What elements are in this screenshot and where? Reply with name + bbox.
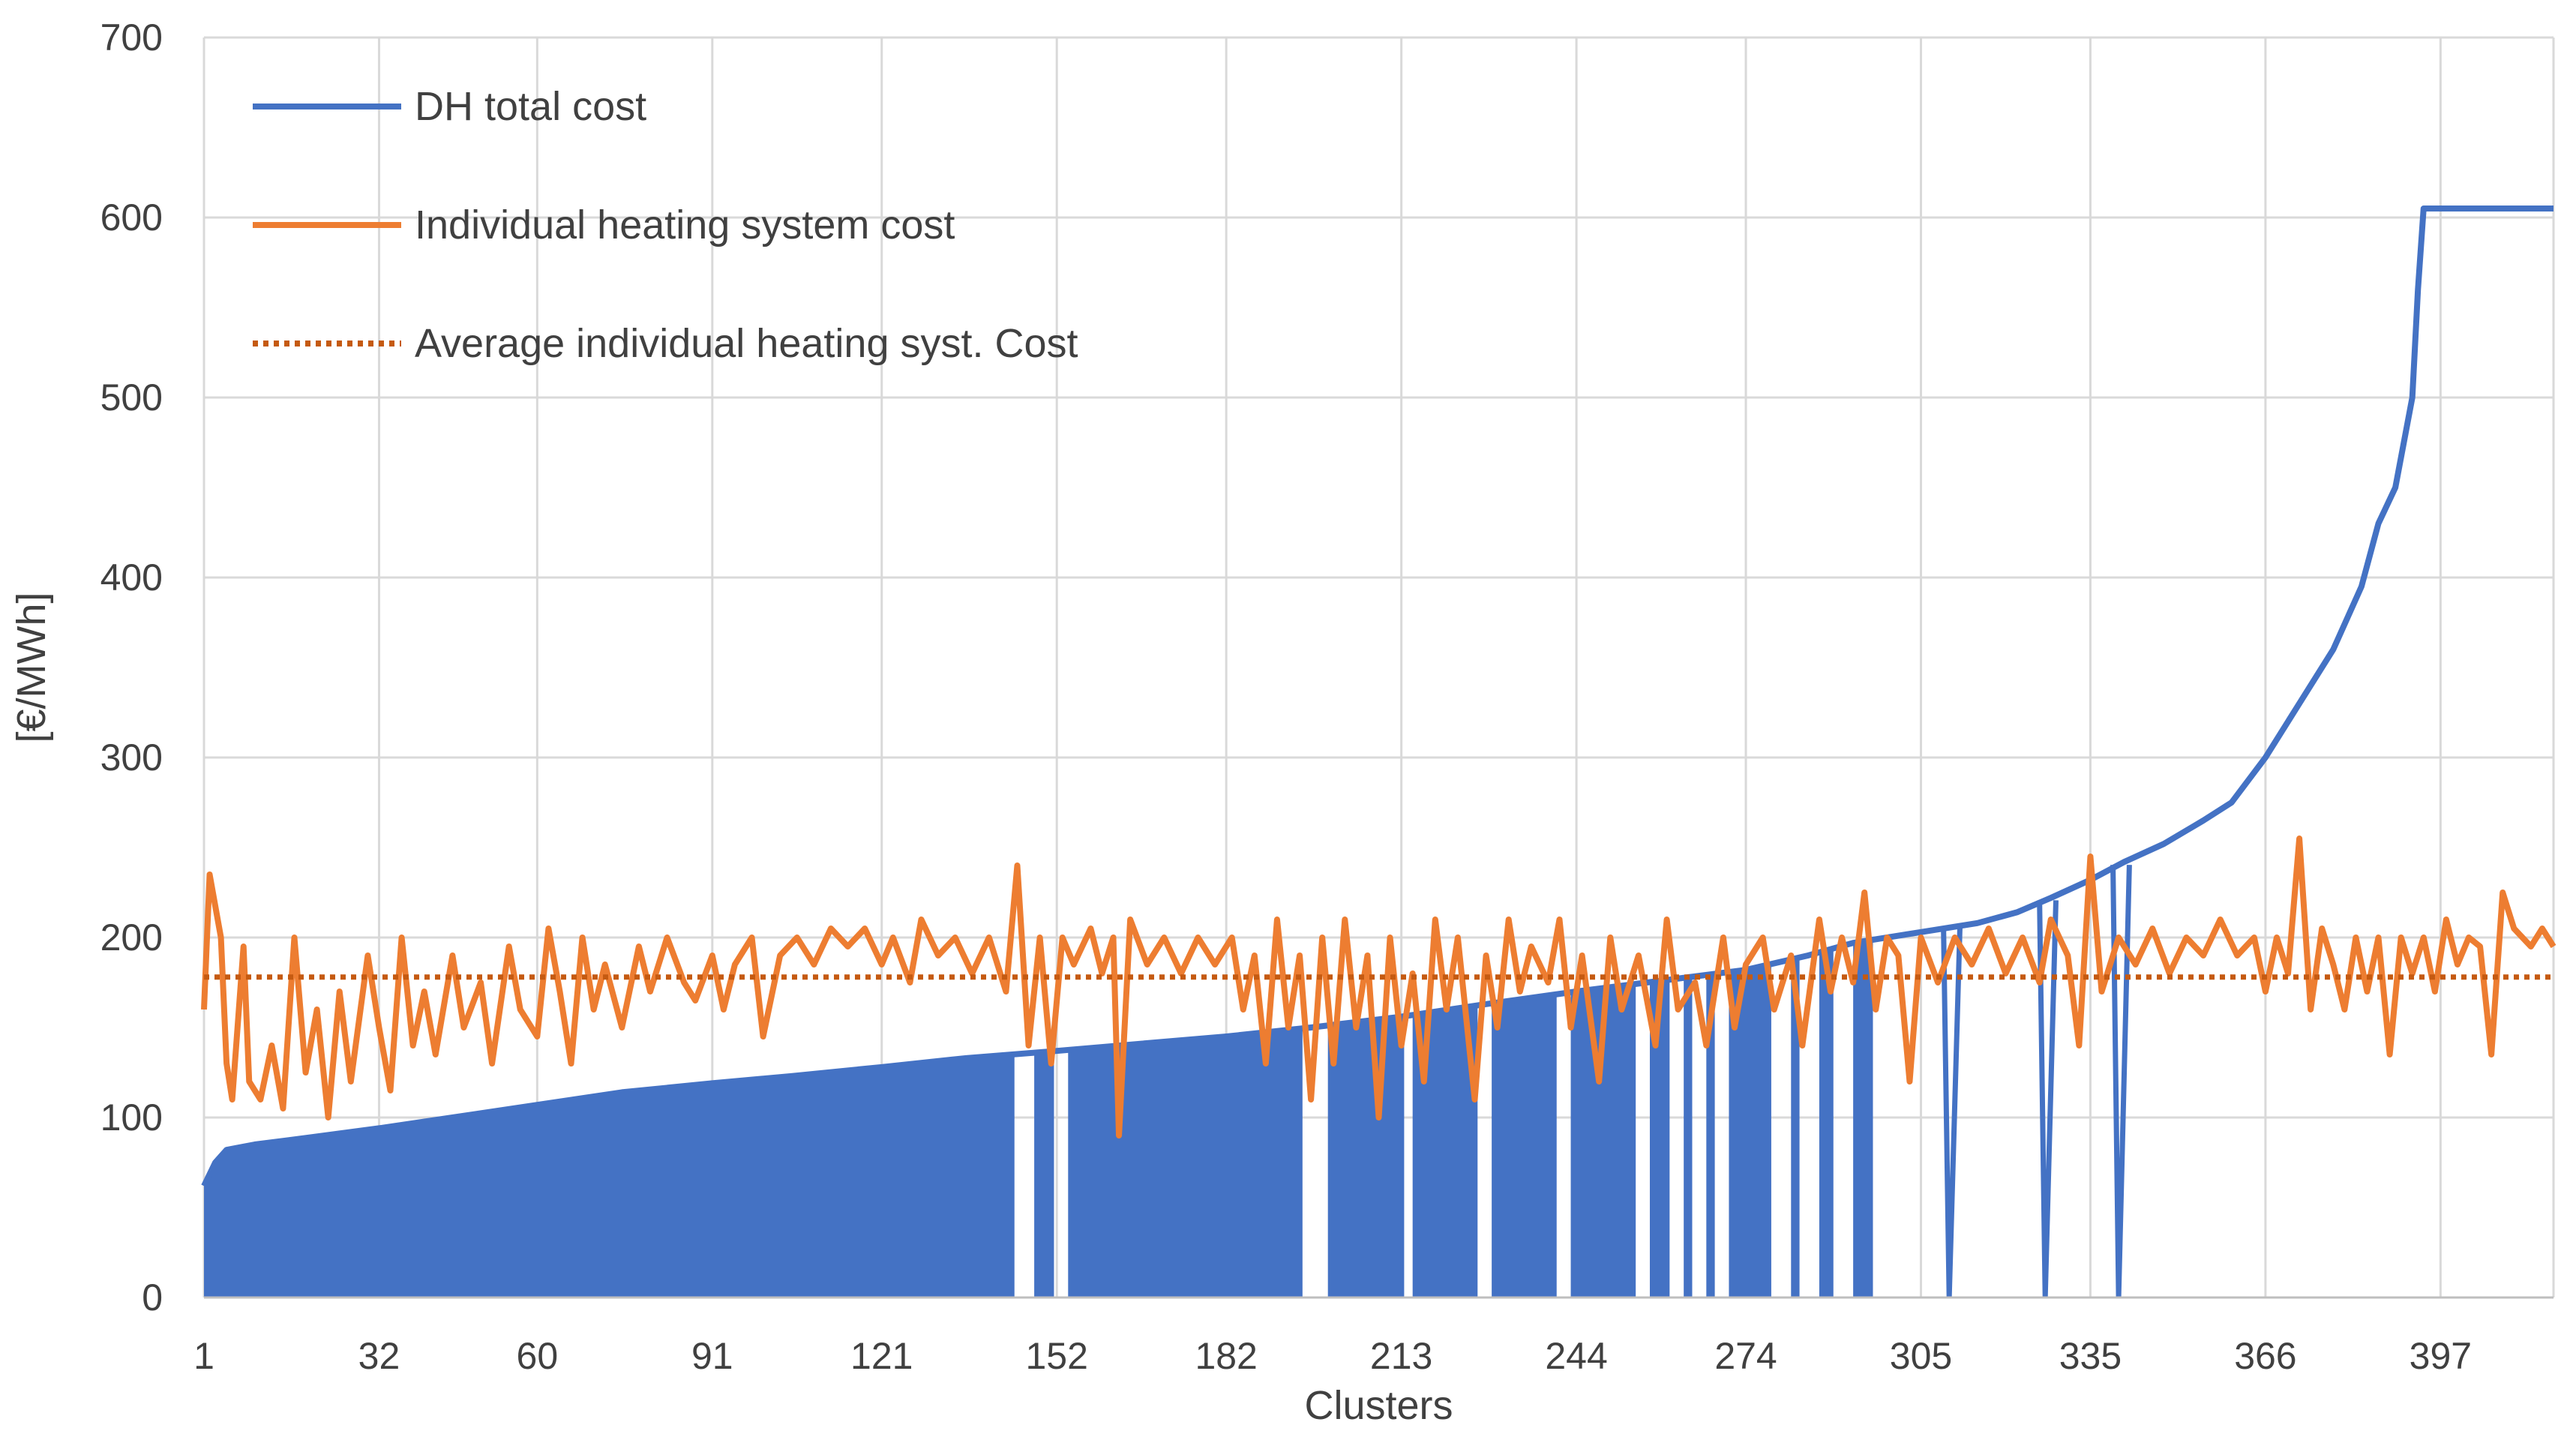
dh-area-segment	[1819, 948, 1834, 1298]
dh-area-segment	[1650, 980, 1670, 1298]
x-tick-label: 32	[358, 1335, 400, 1377]
x-tick-label: 182	[1195, 1335, 1257, 1377]
legend-average-cost-label: Average individual heating syst. Cost	[415, 321, 1078, 366]
dh-dropout-line	[2110, 865, 2132, 1298]
dh-area-segment	[1853, 940, 1873, 1298]
x-tick-label: 121	[850, 1335, 913, 1377]
y-tick-label: 100	[100, 1096, 163, 1138]
legend: DH total cost Individual heating system c…	[253, 84, 1078, 366]
legend-dh-total-cost-label: DH total cost	[415, 84, 646, 129]
dh-area-segment	[1729, 964, 1771, 1298]
series-lines	[201, 206, 2557, 1187]
x-tick-label: 305	[1890, 1335, 1952, 1377]
dh-area-segment	[1327, 1016, 1405, 1298]
dh-area-group	[204, 865, 2132, 1298]
dh-area-segment	[1684, 976, 1693, 1298]
dh-area-segment	[1034, 1051, 1054, 1298]
dh-area-segment	[1068, 1028, 1303, 1298]
axes: 0 100 200 300 400 500 600 700 1 32 60 91 121 152 182 21…	[100, 16, 2554, 1377]
legend-individual-heating-label: Individual heating system cost	[415, 202, 955, 248]
dh-area-segment	[1492, 994, 1557, 1298]
dh-dropout-line	[1941, 927, 1963, 1298]
y-tick-label: 300	[100, 736, 163, 778]
x-tick-label: 91	[691, 1335, 733, 1377]
grid	[202, 36, 2555, 1299]
dh-area-segment	[1791, 957, 1800, 1298]
x-tick-label: 366	[2234, 1335, 2296, 1377]
y-tick-label: 200	[100, 916, 163, 958]
x-axis-title: Clusters	[1304, 1383, 1453, 1428]
y-tick-label: 400	[100, 556, 163, 598]
dh-area-segment	[1706, 974, 1715, 1298]
y-tick-label: 700	[100, 16, 163, 58]
x-tick-label: 274	[1714, 1335, 1777, 1377]
x-tick-label: 335	[2059, 1335, 2122, 1377]
x-tick-label: 397	[2410, 1335, 2472, 1377]
x-tick-label: 1	[193, 1335, 214, 1377]
x-tick-label: 213	[1370, 1335, 1432, 1377]
x-tick-label: 244	[1545, 1335, 1607, 1377]
y-tick-label: 0	[142, 1276, 163, 1318]
y-tick-label: 600	[100, 196, 163, 238]
dh-area-segment	[204, 1054, 1015, 1298]
y-tick-label: 500	[100, 376, 163, 418]
dh-area-segment	[1412, 1005, 1478, 1298]
y-axis-title: [€/MWh]	[9, 592, 54, 742]
individual-heating-cost-line	[201, 836, 2557, 1138]
x-tick-label: 60	[517, 1335, 559, 1377]
dh-area-segment	[1570, 983, 1636, 1298]
x-tick-label: 152	[1026, 1335, 1088, 1377]
